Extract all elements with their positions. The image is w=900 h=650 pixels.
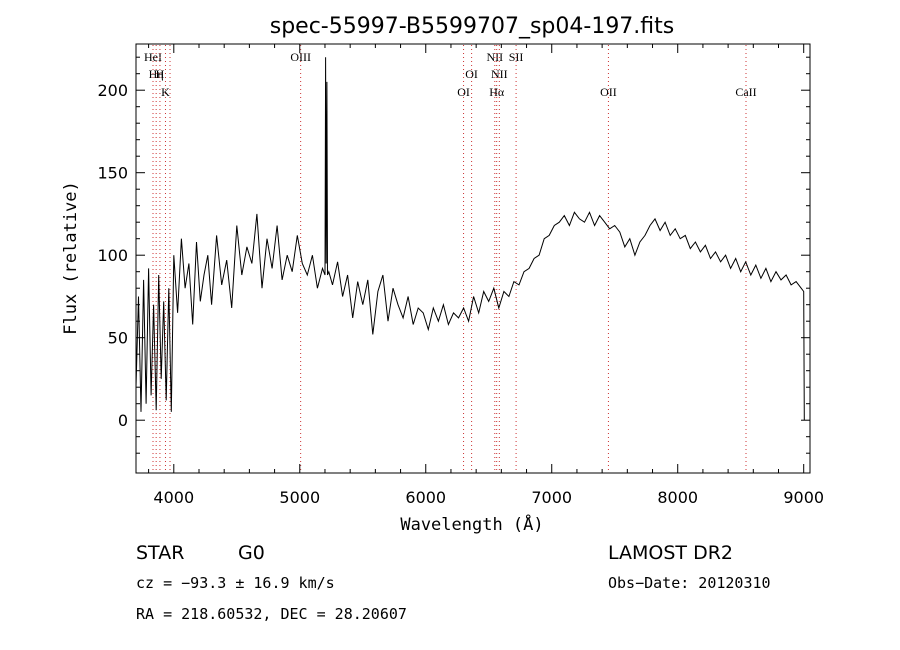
axis-ticks: 4000 5000 6000 7000 8000 9000 0 50 100 150 200 [97, 44, 824, 507]
chart-title: spec-55997-B5599707_sp04-197.fits [270, 14, 675, 39]
line-marker-label: Hα [489, 85, 505, 99]
x-tick-label: 6000 [405, 488, 446, 507]
line-marker-label: SII [509, 50, 524, 64]
survey-name: LAMOST DR2 [608, 542, 733, 564]
line-marker-label: NII [491, 67, 508, 81]
object-class: STAR [136, 542, 184, 564]
y-axis-label: Flux (relative) [61, 181, 81, 335]
y-tick-label: 150 [97, 164, 128, 183]
x-tick-label: 7000 [531, 488, 572, 507]
line-marker-label: OI [465, 67, 478, 81]
plot-frame [135, 43, 811, 474]
line-marker-label: HeI [144, 50, 162, 64]
x-axis-label: Wavelength (Å) [400, 513, 543, 535]
line-marker-label: H [156, 67, 165, 81]
x-tick-label: 9000 [783, 488, 824, 507]
y-tick-label: 0 [118, 411, 128, 430]
observation-date: Obs−Date: 20120310 [608, 574, 771, 592]
line-marker-label: NII [486, 50, 503, 64]
line-marker-label: OIII [290, 50, 311, 64]
line-marker-label: OI [457, 85, 470, 99]
x-tick-label: 5000 [279, 488, 320, 507]
spectrum-line [135, 57, 805, 421]
line-marker-label: OII [600, 85, 617, 99]
line-marker-label: K [161, 85, 170, 99]
spectrum-series [135, 57, 805, 421]
y-tick-label: 200 [97, 81, 128, 100]
x-tick-label: 4000 [153, 488, 194, 507]
coordinates-readout: RA = 218.60532, DEC = 28.20607 [136, 605, 407, 623]
line-marker-label: CaII [735, 85, 756, 99]
spectral-subclass: G0 [238, 542, 265, 564]
y-tick-label: 50 [108, 329, 128, 348]
redshift-readout: cz = −93.3 ± 16.9 km/s [136, 574, 335, 592]
y-tick-label: 100 [97, 246, 128, 265]
x-tick-label: 8000 [657, 488, 698, 507]
